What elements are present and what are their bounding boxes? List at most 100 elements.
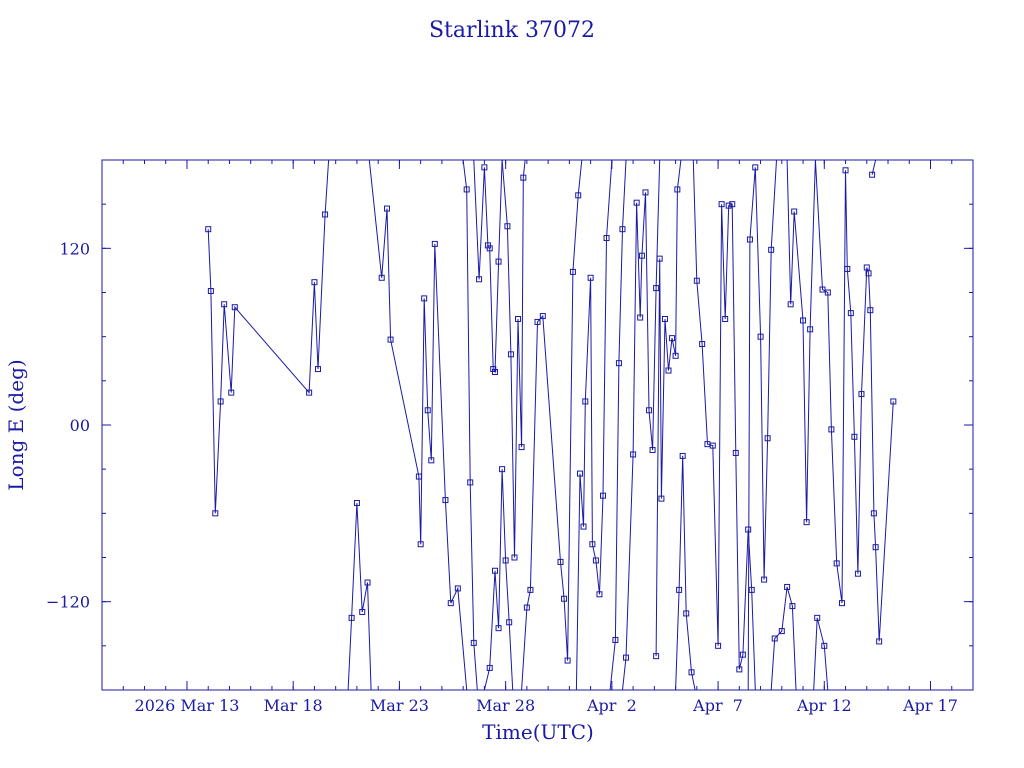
x-axis: 2026 Mar 13 Mar 18 Mar 23 Mar 28 Apr 2 Apr 7 A… [101, 160, 974, 715]
data-point [653, 285, 660, 292]
data-point [569, 268, 576, 275]
series-layer [205, 160, 897, 690]
x-tick-label: 2026 Mar 13 [135, 696, 240, 715]
series-line-7 [521, 160, 583, 690]
data-point [669, 335, 676, 342]
data-point [752, 164, 759, 171]
data-point [534, 318, 541, 325]
x-tick-label: Apr 2 [586, 696, 637, 715]
plot-frame [101, 159, 974, 691]
data-point [378, 274, 385, 281]
data-point [838, 600, 845, 607]
data-point [709, 442, 716, 449]
data-point [688, 669, 695, 676]
data-point [619, 226, 626, 233]
data-point [851, 433, 858, 440]
data-point [637, 314, 644, 321]
data-point [600, 492, 607, 499]
data-point [844, 265, 851, 272]
series-line-13 [692, 160, 756, 690]
series-line-17 [813, 617, 829, 690]
x-axis-label: Time(UTC) [482, 720, 594, 744]
data-point [311, 279, 318, 286]
data-point [612, 636, 619, 643]
data-point [821, 642, 828, 649]
data-point [442, 497, 449, 504]
data-point [228, 389, 235, 396]
data-point [674, 186, 681, 193]
data-point [693, 277, 700, 284]
data-point [623, 654, 630, 661]
data-point [718, 201, 725, 208]
data-point [771, 635, 778, 642]
data-point [587, 274, 594, 281]
x-tick-label: Mar 28 [476, 696, 535, 715]
data-point [665, 367, 672, 374]
series-line-5 [483, 469, 514, 690]
data-point [518, 444, 525, 451]
data-point [656, 255, 663, 262]
data-point [872, 544, 879, 551]
series-line-14 [747, 160, 777, 690]
series-line-6 [501, 160, 526, 558]
series-line-11 [655, 160, 682, 657]
series-line-4 [473, 160, 503, 374]
series-line-1 [347, 502, 372, 690]
data-point [729, 201, 736, 208]
series-line-10 [622, 160, 661, 690]
data-point [876, 638, 883, 645]
data-point [761, 576, 768, 583]
data-point [638, 252, 645, 259]
data-point [221, 301, 228, 308]
series-line-8 [575, 160, 613, 690]
y-tick-label: −120 [46, 593, 90, 612]
data-point [803, 519, 810, 526]
data-point [502, 557, 509, 564]
data-point [539, 313, 546, 320]
data-point [807, 326, 814, 333]
data-point [322, 211, 329, 218]
data-point [732, 449, 739, 456]
data-point [580, 523, 587, 530]
data-point [658, 495, 665, 502]
data-point [582, 398, 589, 405]
data-point [495, 625, 502, 632]
series-line-0 [207, 160, 330, 514]
x-tick-label: Mar 18 [264, 696, 323, 715]
data-point [231, 304, 238, 311]
data-point [778, 628, 785, 635]
data-point [646, 407, 653, 414]
data-point [520, 174, 527, 181]
data-point [828, 426, 835, 433]
data-point [504, 223, 511, 230]
data-point [842, 167, 849, 174]
series-line-12 [675, 455, 696, 690]
data-point [575, 192, 582, 199]
data-point [800, 317, 807, 324]
data-point [833, 560, 840, 567]
data-point [699, 341, 706, 348]
data-point [417, 541, 424, 548]
data-point [306, 389, 313, 396]
data-point [431, 240, 438, 247]
data-point [557, 558, 564, 565]
data-point [746, 236, 753, 243]
data-point [486, 664, 493, 671]
data-point [633, 199, 640, 206]
x-tick-label: Apr 17 [902, 696, 958, 715]
data-point [217, 398, 224, 405]
data-point [722, 316, 729, 322]
data-point [527, 586, 534, 593]
series-line-16 [786, 160, 816, 523]
data-point [564, 657, 571, 664]
data-point [364, 579, 371, 586]
data-point [421, 295, 428, 302]
data-point [764, 435, 771, 442]
y-tick-label: 120 [59, 239, 90, 258]
data-point [207, 288, 214, 295]
data-point [890, 398, 897, 405]
data-point [865, 270, 872, 277]
data-point [854, 570, 861, 577]
data-point [205, 226, 212, 233]
series-line-9 [609, 160, 627, 690]
